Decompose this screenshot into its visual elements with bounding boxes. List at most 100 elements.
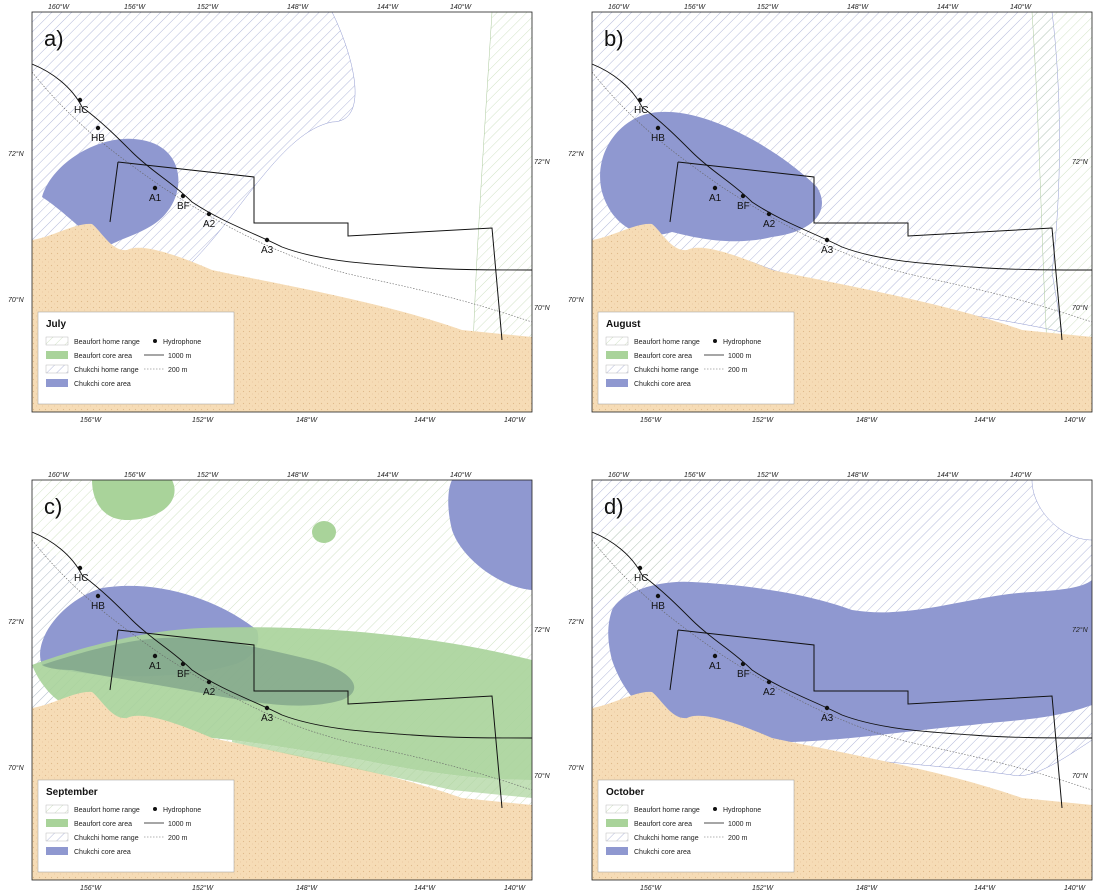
legend-text: Hydrophone (723, 807, 761, 814)
site-label: A1 (149, 661, 162, 672)
legend-text: Beaufort core area (74, 353, 132, 360)
map-legend: August Beaufort home range Beaufort core… (597, 311, 795, 405)
site-label: BF (737, 669, 750, 680)
right-ticks: 72°N 70°N (1072, 158, 1089, 312)
beaufort-home-range (592, 526, 672, 600)
tick-label: 156°W (684, 471, 706, 479)
legend-text: Chukchi home range (634, 367, 699, 374)
legend-text: 200 m (728, 835, 748, 842)
legend-text: Beaufort home range (74, 339, 140, 346)
top-ticks: 160°W 156°W 152°W 148°W 144°W 140°W (48, 3, 472, 11)
chukchi-core-area (600, 111, 822, 242)
site-label: A2 (203, 687, 216, 698)
legend-text: 200 m (168, 367, 188, 374)
tick-label: 156°W (124, 471, 146, 479)
hydrophone-sites: HC HB A1 BF A2 A3 (74, 565, 274, 724)
isobath-1000m (592, 63, 1092, 271)
site-label: A3 (821, 245, 834, 256)
tick-label: 144°W (377, 471, 399, 479)
site-label: HB (91, 601, 105, 612)
tick-label: 70°N (568, 296, 585, 304)
site-label: A3 (261, 245, 274, 256)
tick-label: 148°W (287, 471, 309, 479)
legend-text: 200 m (728, 367, 748, 374)
map-july: a) HC HB A1 BF A2 A3 160°W 156°W 152°W 1… (8, 3, 551, 424)
map-frame (31, 11, 533, 413)
map-august: b) HC HB A1 BF A2 A3 160°W 156°W 152°W 1… (568, 3, 1093, 424)
site-label: A1 (709, 661, 722, 672)
tick-label: 72°N (534, 626, 551, 634)
legend-text: 1000 m (728, 353, 752, 360)
panel-letter: a) (44, 26, 64, 51)
panel-letter: c) (44, 494, 62, 519)
tick-label: 148°W (847, 471, 869, 479)
hydrophone-sites: HC HB A1 BF A2 A3 (634, 565, 834, 724)
site-label: A2 (763, 219, 776, 230)
tick-label: 72°N (534, 158, 551, 166)
tick-label: 156°W (684, 3, 706, 11)
map-frame (31, 479, 533, 881)
top-ticks: 160°W 156°W 152°W 148°W 144°W 140°W (48, 471, 472, 479)
tick-label: 152°W (752, 884, 774, 892)
tick-label: 70°N (8, 764, 25, 772)
legend-text: Beaufort core area (634, 353, 692, 360)
tick-label: 140°W (450, 3, 472, 11)
tick-label: 152°W (757, 471, 779, 479)
beaufort-core-area (92, 480, 175, 520)
site-label: A2 (763, 687, 776, 698)
legend-month: October (606, 787, 644, 798)
bottom-ticks: 156°W 152°W 148°W 144°W 140°W (640, 416, 1086, 424)
site-label: A1 (709, 193, 722, 204)
tick-label: 70°N (568, 764, 585, 772)
site-label: A3 (821, 713, 834, 724)
tick-label: 148°W (847, 3, 869, 11)
legend-month: August (606, 319, 641, 330)
map-frame (591, 11, 1093, 413)
tick-label: 148°W (856, 884, 878, 892)
site-label: HB (651, 133, 665, 144)
tick-label: 152°W (197, 3, 219, 11)
legend-text: Chukchi home range (74, 835, 139, 842)
tick-label: 152°W (197, 471, 219, 479)
bottom-ticks: 156°W 152°W 148°W 144°W 140°W (80, 884, 526, 892)
chukchi-core-area (42, 637, 355, 706)
map-legend: October Beaufort home range Beaufort cor… (597, 779, 795, 873)
study-area-boundary (117, 629, 503, 809)
isobath-1000m (32, 531, 532, 739)
tick-label: 160°W (608, 3, 630, 11)
tick-label: 72°N (1072, 626, 1089, 634)
map-panel-october: d) HC HB A1 BF A2 A3 160°W 156°W 152°W 1… (568, 471, 1093, 892)
legend-text: Hydrophone (163, 807, 201, 814)
legend-month: September (46, 787, 98, 798)
site-label: HC (634, 105, 648, 116)
legend-text: Chukchi core area (634, 381, 691, 388)
left-ticks: 72°N 70°N (568, 618, 585, 772)
bottom-ticks: 156°W 152°W 148°W 144°W 140°W (640, 884, 1086, 892)
tick-label: 148°W (287, 3, 309, 11)
site-label: A2 (203, 219, 216, 230)
legend-text: 200 m (168, 835, 188, 842)
chukchi-core-area (608, 580, 1092, 743)
tick-label: 70°N (8, 296, 25, 304)
legend-text: Beaufort core area (634, 821, 692, 828)
right-ticks: 72°N 70°N (534, 158, 551, 312)
tick-label: 144°W (937, 3, 959, 11)
study-area-boundary (117, 161, 503, 341)
tick-label: 140°W (504, 884, 526, 892)
site-label: HC (74, 573, 88, 584)
tick-label: 160°W (608, 471, 630, 479)
map-panel-september: c) HC HB A1 BF A2 A3 160°W 156°W 152°W 1… (8, 471, 551, 892)
panel-letter: d) (604, 494, 624, 519)
tick-label: 72°N (568, 618, 585, 626)
tick-label: 152°W (757, 3, 779, 11)
isobath-1000m (592, 531, 1092, 739)
legend-text: Chukchi core area (74, 381, 131, 388)
legend-text: 1000 m (168, 353, 192, 360)
left-ticks: 72°N 70°N (568, 150, 585, 304)
tick-label: 152°W (192, 416, 214, 424)
site-label: BF (177, 669, 190, 680)
right-ticks: 72°N 70°N (534, 626, 551, 780)
top-ticks: 160°W 156°W 152°W 148°W 144°W 140°W (608, 3, 1032, 11)
site-label: A1 (149, 193, 162, 204)
tick-label: 152°W (192, 884, 214, 892)
